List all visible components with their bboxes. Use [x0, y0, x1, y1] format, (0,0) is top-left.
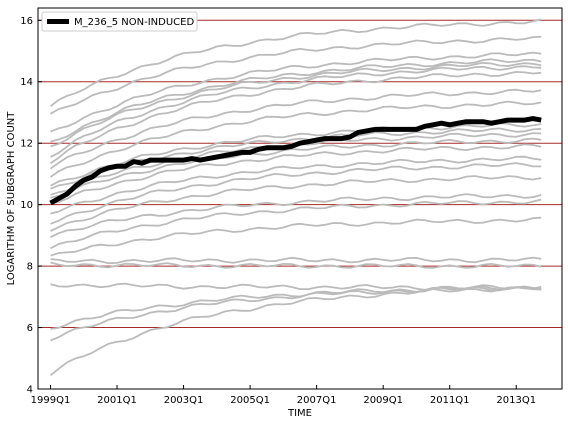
background-series-line [50, 162, 542, 225]
x-tick-label: 2013Q1 [496, 395, 536, 406]
x-tick-label: 2009Q1 [363, 395, 403, 406]
background-series-line [50, 58, 542, 143]
background-series-line [50, 65, 542, 158]
x-tick-label: 2001Q1 [97, 395, 137, 406]
y-tick-label: 16 [20, 16, 33, 27]
background-series-line [50, 71, 542, 164]
legend-entry-label: M_236_5 NON-INDUCED [74, 17, 194, 28]
x-axis-label: TIME [287, 408, 312, 419]
background-series-group [49, 18, 542, 377]
series-line-m-236-5-non-induced [49, 116, 542, 206]
background-series-line [50, 155, 542, 215]
background-series-line [49, 285, 542, 377]
background-series-line [50, 193, 542, 239]
background-series-line [50, 261, 542, 269]
background-series-line [50, 35, 542, 115]
x-tick-label: 2003Q1 [164, 395, 204, 406]
y-tick-label: 8 [27, 262, 33, 273]
x-tick-label: 2007Q1 [297, 395, 337, 406]
background-series-line [50, 216, 542, 257]
x-tick-label: 1999Q1 [31, 395, 71, 406]
y-tick-label: 12 [20, 139, 33, 150]
background-series-line [50, 143, 542, 205]
legend-box [41, 11, 198, 32]
plot-frame [37, 7, 563, 390]
y-tick-label: 6 [27, 323, 33, 334]
background-series-line [50, 122, 542, 187]
y-axis-ticks: 4 6 8 10 12 14 16 [20, 16, 42, 396]
background-series-line [50, 256, 542, 265]
background-series-line [50, 286, 542, 342]
x-tick-label: 2011Q1 [430, 395, 470, 406]
legend: M_236_5 NON-INDUCED [41, 11, 198, 32]
background-series-line [49, 100, 542, 178]
background-series-line [50, 137, 542, 199]
x-axis-ticks: 1999Q1 2001Q1 2003Q1 2005Q1 2007Q1 2009Q1 2011… [31, 385, 536, 406]
y-tick-label: 4 [27, 385, 33, 396]
x-tick-label: 2005Q1 [230, 395, 270, 406]
background-series-line [49, 18, 542, 108]
background-series-line [50, 198, 542, 250]
background-series-line [50, 282, 542, 291]
background-series-line [50, 61, 542, 148]
highlight-series-group [49, 116, 542, 206]
background-series-line [49, 88, 542, 170]
background-series-line [50, 175, 542, 232]
y-axis-label: LOGARITHM OF SUBGRAPH COUNT [6, 111, 17, 286]
y-tick-label: 10 [20, 200, 33, 211]
background-series-line [50, 51, 542, 133]
y-tick-label: 14 [20, 77, 33, 88]
